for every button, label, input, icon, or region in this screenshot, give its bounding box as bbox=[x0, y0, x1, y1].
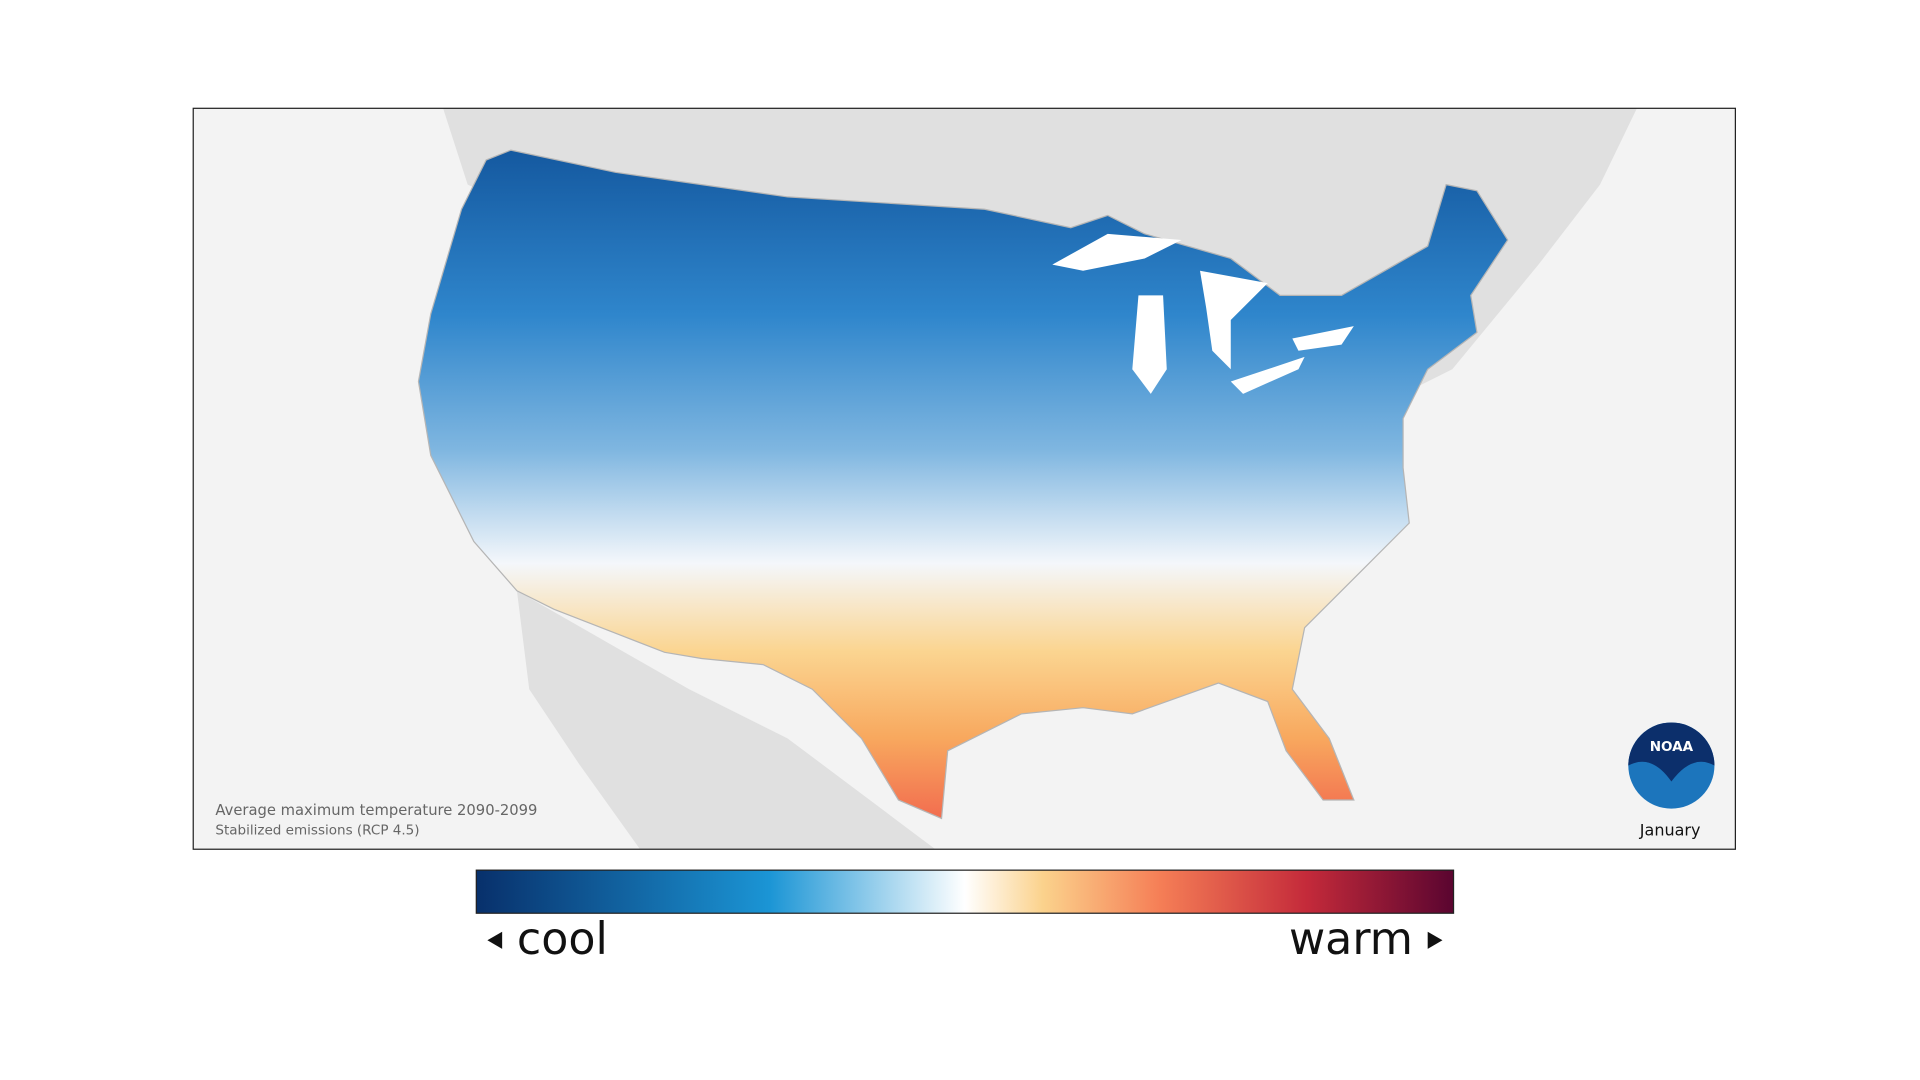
map-frame bbox=[193, 108, 1736, 850]
mexico bbox=[516, 590, 936, 850]
noaa-logo: NOAA bbox=[1628, 722, 1715, 809]
caption: Average maximum temperature 2090-2099 bbox=[215, 802, 537, 819]
lake-superior bbox=[1052, 233, 1182, 271]
lake-erie bbox=[1230, 356, 1305, 394]
month-label: January bbox=[1639, 821, 1701, 840]
logo-text: NOAA bbox=[1650, 739, 1694, 755]
map-border bbox=[192, 107, 1736, 850]
color-scale bbox=[475, 869, 1455, 914]
low-label: cool bbox=[517, 914, 608, 965]
lake-michigan bbox=[1132, 295, 1167, 394]
left-arrow bbox=[487, 931, 503, 949]
logo-top bbox=[1628, 722, 1715, 782]
right-arrow bbox=[1427, 931, 1443, 949]
us-temperature bbox=[417, 149, 1509, 820]
high-label: warm bbox=[1289, 914, 1413, 965]
lake-ontario bbox=[1292, 326, 1354, 351]
subcaption: Stabilized emissions (RCP 4.5) bbox=[215, 822, 419, 838]
lake-huron bbox=[1200, 270, 1268, 370]
